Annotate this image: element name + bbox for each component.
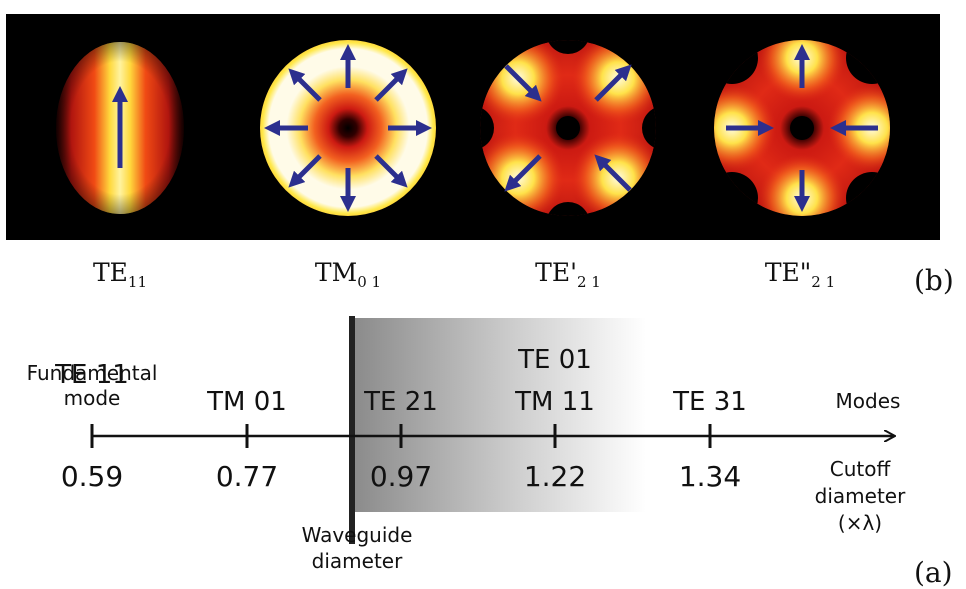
axis-label-lambda: (×λ) [838, 511, 882, 535]
cutoff-value-te01-tm11: 1.22 [524, 460, 586, 493]
te21-double-prime-field-pattern [714, 40, 890, 216]
cutoff-value-tm01: 0.77 [216, 460, 278, 493]
axis-label-cutoff: Cutoff [830, 457, 892, 481]
mode-label-te11: TE11 [92, 258, 148, 291]
tick-note-fundamental: Fundamental [27, 361, 158, 385]
axis-label-diameter: diameter [815, 484, 906, 508]
tick-note-mode: mode [64, 386, 121, 410]
mode-label-te21-prime: TE'2 1 [535, 258, 601, 291]
tick-mode-te31: TE 31 [672, 387, 747, 417]
tm01-field-pattern [260, 40, 436, 216]
cutoff-diameter-diagram: TE 11 TM 01 TE 21 TE 01 TM 11 TE 31 Fund… [27, 316, 906, 573]
axis-label-modes: Modes [836, 389, 901, 413]
tick-mode-te11: TE 11 [54, 360, 129, 390]
cutoff-value-te31: 1.34 [679, 460, 741, 493]
panel-letter-b: (b) [914, 264, 954, 297]
tick-mode-te01: TE 01 [517, 345, 592, 375]
tick-mode-tm01: TM 01 [206, 387, 287, 417]
cutoff-value-te11: 0.59 [61, 460, 123, 493]
mode-label-te21-double-prime: TE"2 1 [764, 258, 836, 291]
mode-label-tm01: TM0 1 [314, 258, 382, 291]
tick-mode-tm11: TM 11 [514, 387, 595, 417]
te11-field-pattern [56, 42, 184, 214]
panel-letter-a: (a) [914, 556, 953, 589]
waveguide-label-line1: Waveguide [302, 523, 413, 547]
waveguide-cutoff-region [352, 318, 646, 512]
waveguide-label-line2: diameter [312, 549, 403, 573]
tick-mode-te21: TE 21 [363, 387, 438, 417]
cutoff-value-te21: 0.97 [370, 460, 432, 493]
te21-prime-field-pattern [480, 40, 656, 216]
